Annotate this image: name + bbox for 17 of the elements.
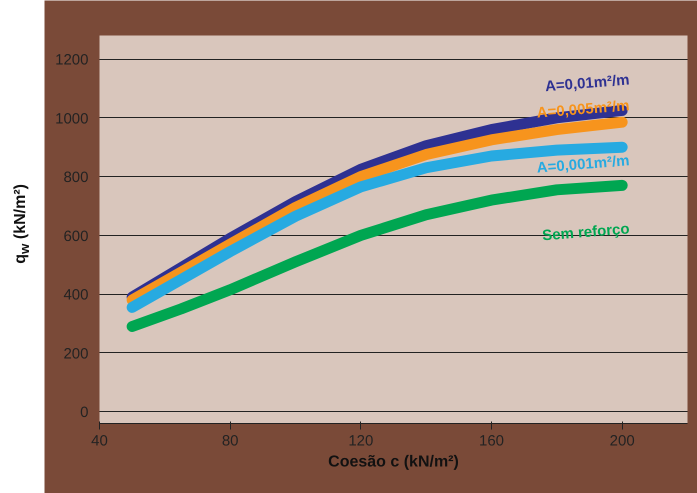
y-tick-label: 800 xyxy=(63,169,89,186)
series-label: Sem reforço xyxy=(542,220,630,244)
series-label: A=0,001m²/m xyxy=(536,152,630,177)
y-tick-label: 1000 xyxy=(55,110,89,128)
y-tick-label: 1200 xyxy=(55,52,89,69)
x-tick-label: 120 xyxy=(348,432,374,450)
y-tick-label: 600 xyxy=(63,228,89,245)
x-tick-label: 200 xyxy=(610,432,635,450)
x-tick-label: 160 xyxy=(478,432,504,450)
y-tick-label: 200 xyxy=(63,345,89,362)
y-tick-label: 0 xyxy=(80,404,88,422)
series-label: A=0,005m²/m xyxy=(536,97,630,122)
x-tick-label: 40 xyxy=(91,432,108,450)
x-axis-title: Coesão c (kN/m²) xyxy=(328,454,459,470)
x-tick-label: 80 xyxy=(222,432,239,450)
series-label: A=0,01m²/m xyxy=(544,72,630,96)
y-tick-label: 400 xyxy=(63,286,89,304)
